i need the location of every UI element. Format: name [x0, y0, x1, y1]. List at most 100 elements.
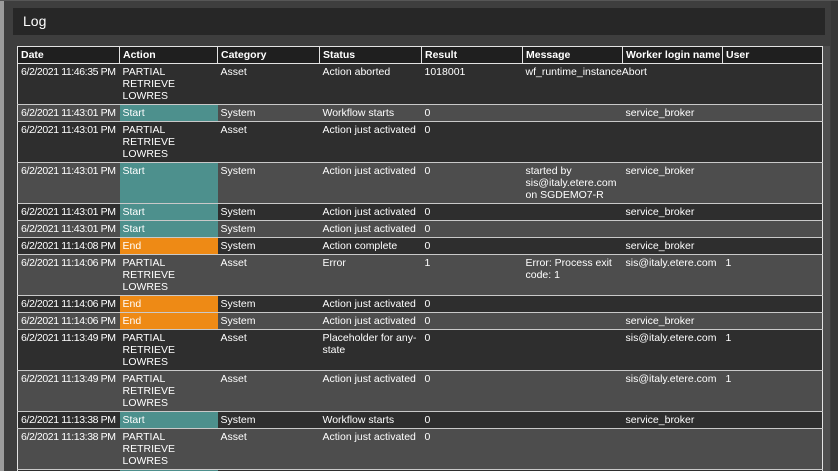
table-row[interactable]: 6/2/2021 11:14:08 PM End System Action comp…	[17, 237, 823, 255]
cell-message: started by sis@italy.etere.com on SGDEMO…	[522, 162, 623, 204]
cell-worker	[622, 121, 723, 163]
table-row[interactable]: 6/2/2021 11:14:06 PM End System Action just…	[17, 295, 823, 313]
log-table: Date Action Category Status Result Message Wor…	[17, 46, 823, 471]
cell-user: 1	[722, 329, 823, 371]
cell-message: started by sis@italy.etere.com on SGDEMO…	[522, 469, 623, 471]
cell-status: Action just activated	[319, 295, 422, 313]
column-header-action[interactable]: Action	[119, 46, 218, 64]
column-header-worker[interactable]: Worker login name	[622, 46, 723, 64]
cell-result: 0	[421, 203, 523, 221]
cell-worker: service_broker	[622, 312, 723, 330]
log-table-container: Date Action Category Status Result Message Wor…	[17, 46, 823, 471]
cell-action: Start	[119, 203, 218, 221]
cell-action: Start	[119, 162, 218, 204]
table-row[interactable]: 6/2/2021 11:13:38 PM Start System Workflow …	[17, 411, 823, 429]
cell-action: End	[119, 237, 218, 255]
cell-category: System	[217, 203, 320, 221]
table-row[interactable]: 6/2/2021 11:13:49 PM PARTIAL RETRIEVE LOW…	[17, 370, 823, 412]
cell-worker: sis@italy.etere.com	[622, 254, 723, 296]
table-row[interactable]: 6/2/2021 11:46:35 PM PARTIAL RETRIEVE LOW…	[17, 63, 823, 105]
table-row[interactable]: 6/2/2021 11:43:01 PM PARTIAL RETRIEVE LOW…	[17, 121, 823, 163]
cell-result: 0	[421, 237, 523, 255]
cell-status: Action just activated	[319, 469, 422, 471]
column-header-message[interactable]: Message	[522, 46, 623, 64]
cell-result: 0	[421, 428, 523, 470]
cell-user	[722, 428, 823, 470]
cell-category: System	[217, 104, 320, 122]
table-row[interactable]: 6/2/2021 11:14:06 PM End System Action just…	[17, 312, 823, 330]
cell-date: 6/2/2021 11:13:49 PM	[17, 370, 120, 412]
table-row[interactable]: 6/2/2021 11:43:01 PM Start System Action ju…	[17, 162, 823, 204]
cell-status: Action just activated	[319, 121, 422, 163]
table-row[interactable]: 6/2/2021 11:43:01 PM Start System Action ju…	[17, 203, 823, 221]
cell-action: PARTIAL RETRIEVE LOWRES	[119, 254, 218, 296]
cell-user	[722, 63, 823, 105]
cell-category: Asset	[217, 329, 320, 371]
cell-result: 0	[421, 295, 523, 313]
cell-message: wf_runtime_instanceAbort	[522, 63, 647, 105]
table-row[interactable]: 6/2/2021 11:43:01 PM Start System Workflow …	[17, 104, 823, 122]
cell-date: 6/2/2021 11:13:38 PM	[17, 411, 120, 429]
cell-message	[522, 312, 623, 330]
cell-category: Asset	[217, 63, 320, 105]
cell-action: PARTIAL RETRIEVE LOWRES	[119, 63, 218, 105]
cell-user	[722, 469, 823, 471]
cell-result: 0	[421, 312, 523, 330]
cell-worker	[622, 63, 723, 105]
cell-status: Action just activated	[319, 220, 422, 238]
cell-message	[522, 329, 623, 371]
cell-user	[722, 104, 823, 122]
cell-action: End	[119, 312, 218, 330]
cell-status: Action just activated	[319, 312, 422, 330]
cell-category: System	[217, 469, 320, 471]
column-header-category[interactable]: Category	[217, 46, 320, 64]
cell-status: Workflow starts	[319, 104, 422, 122]
cell-status: Placeholder for any-state	[319, 329, 422, 371]
cell-worker: sis@italy.etere.com	[622, 329, 723, 371]
column-header-user[interactable]: User	[722, 46, 823, 64]
cell-date: 6/2/2021 11:43:01 PM	[17, 104, 120, 122]
cell-result: 0	[421, 469, 523, 471]
panel-title-bar: Log	[13, 8, 825, 35]
right-edge-strip	[831, 1, 838, 471]
column-header-result[interactable]: Result	[421, 46, 523, 64]
column-header-date[interactable]: Date	[17, 46, 120, 64]
cell-user	[722, 237, 823, 255]
table-row[interactable]: 6/2/2021 11:13:49 PM PARTIAL RETRIEVE LOW…	[17, 329, 823, 371]
cell-date: 6/2/2021 11:43:01 PM	[17, 203, 120, 221]
cell-message	[522, 411, 623, 429]
cell-user	[722, 203, 823, 221]
cell-category: Asset	[217, 370, 320, 412]
cell-message: Error: Process exit code: 1	[522, 254, 623, 296]
column-header-status[interactable]: Status	[319, 46, 422, 64]
cell-worker: service_broker	[622, 104, 723, 122]
cell-date: 6/2/2021 11:13:38 PM	[17, 469, 120, 471]
cell-status: Action just activated	[319, 203, 422, 221]
cell-category: System	[217, 295, 320, 313]
vertical-scrollbar[interactable]	[823, 46, 830, 471]
cell-message	[522, 203, 623, 221]
table-row[interactable]: 6/2/2021 11:43:01 PM Start System Action ju…	[17, 220, 823, 238]
cell-action: End	[119, 295, 218, 313]
cell-message	[522, 237, 623, 255]
left-edge-strip	[0, 1, 4, 471]
table-row[interactable]: 6/2/2021 11:14:06 PM PARTIAL RETRIEVE LOW…	[17, 254, 823, 296]
cell-category: System	[217, 411, 320, 429]
cell-status: Action just activated	[319, 162, 422, 204]
cell-worker: service_broker	[622, 162, 723, 204]
table-row[interactable]: 6/2/2021 11:13:38 PM PARTIAL RETRIEVE LOW…	[17, 428, 823, 470]
cell-worker	[622, 428, 723, 470]
cell-category: Asset	[217, 428, 320, 470]
cell-category: System	[217, 312, 320, 330]
cell-message	[522, 370, 623, 412]
cell-category: Asset	[217, 254, 320, 296]
cell-result: 1018001	[421, 63, 523, 105]
cell-result: 0	[421, 411, 523, 429]
cell-user: 1	[722, 254, 823, 296]
cell-status: Action aborted	[319, 63, 422, 105]
cell-result: 0	[421, 329, 523, 371]
cell-message	[522, 220, 623, 238]
cell-result: 0	[421, 104, 523, 122]
